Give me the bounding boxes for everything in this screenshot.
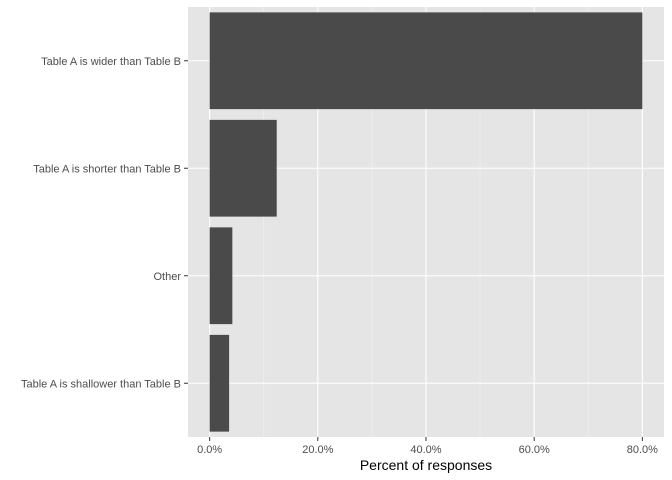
x-axis-title: Percent of responses — [360, 457, 492, 473]
y-tick-label: Table A is shorter than Table B — [33, 163, 181, 175]
y-tick-label: Table A is wider than Table B — [41, 56, 181, 68]
x-tick-label: 60.0% — [519, 444, 550, 456]
bar-2 — [209, 119, 277, 217]
x-axis: 0.0% 20.0% 40.0% 60.0% 80.0% — [197, 437, 658, 456]
x-tick-label: 0.0% — [197, 444, 222, 456]
y-tick-label: Other — [153, 271, 181, 283]
y-axis: Table A is wider than Table B Table A is … — [21, 56, 188, 390]
bar-1 — [209, 12, 643, 110]
bar-4 — [209, 334, 230, 432]
bars — [209, 12, 643, 432]
x-tick-label: 20.0% — [302, 444, 333, 456]
bar-3 — [209, 227, 233, 325]
x-tick-label: 80.0% — [627, 444, 658, 456]
x-tick-label: 40.0% — [410, 444, 441, 456]
y-tick-label: Table A is shallower than Table B — [21, 378, 181, 390]
